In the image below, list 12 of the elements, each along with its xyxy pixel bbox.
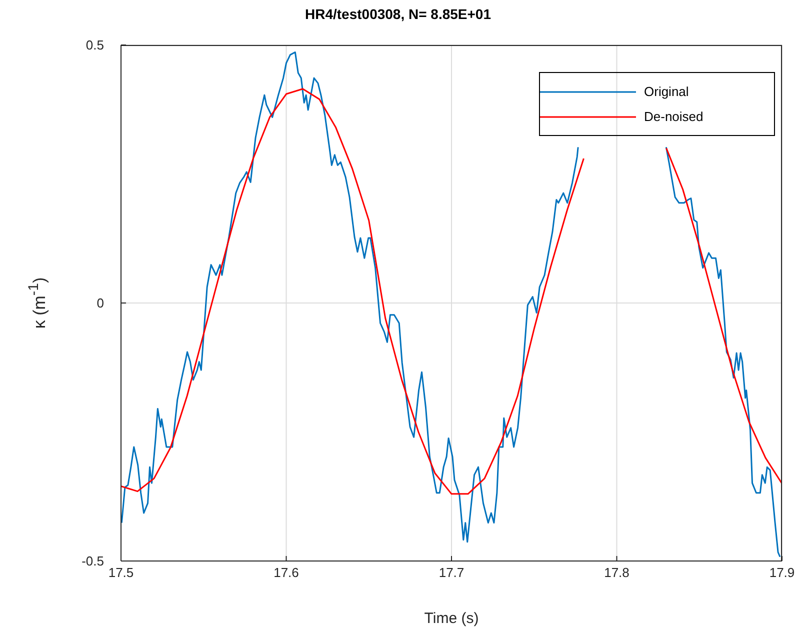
chart-title: HR4/test00308, N= 8.85E+01 [304, 6, 492, 22]
text: Original [644, 84, 689, 99]
x-axis-title: Time (s) [423, 610, 480, 627]
x-tick-label: 17.9 [769, 565, 795, 580]
x-tick-label: 17.5 [108, 565, 134, 580]
y-tick-label: 0 [96, 296, 104, 311]
x-tick-label: 17.6 [274, 565, 299, 580]
x-tick-label: 17.7 [438, 565, 464, 580]
y-tick-label: -0.5 [82, 554, 104, 569]
y-tick-label: 0.5 [86, 38, 104, 53]
text: De-noised [644, 109, 704, 124]
x-tick-label: 17.8 [604, 565, 630, 580]
